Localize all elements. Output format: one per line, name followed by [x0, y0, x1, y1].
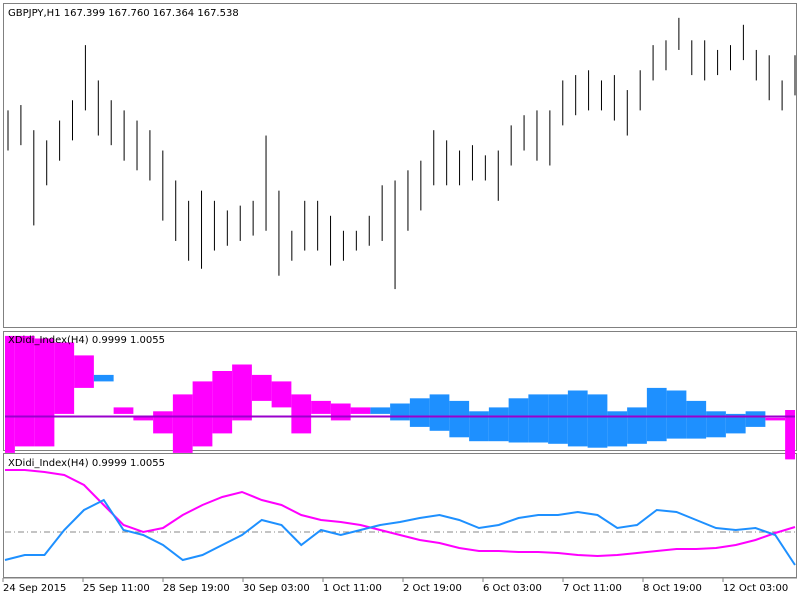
cloud-step [528, 394, 549, 443]
cloud-step [350, 407, 371, 414]
cloud-step [627, 407, 647, 444]
cloud-step [133, 416, 154, 421]
index-line [4, 498, 796, 566]
cloud-step [330, 403, 351, 421]
line-pane [3, 453, 797, 578]
cloud-step [14, 335, 35, 447]
cloud-step [607, 411, 628, 447]
cloud-step [291, 394, 312, 434]
cloud-step [271, 381, 292, 408]
cloud-step [567, 390, 588, 447]
price-pane [3, 3, 797, 328]
cloud-step [429, 394, 450, 431]
cloud-step [390, 403, 410, 421]
cloud-step [508, 398, 529, 443]
cloud-step [34, 338, 55, 447]
cloud-step [666, 390, 687, 439]
x-tick-label: 7 Oct 11:00 [563, 583, 622, 594]
cloud-step [251, 374, 272, 401]
cloud-step [409, 398, 430, 427]
cloud-step [449, 400, 470, 438]
cloud-step [587, 394, 608, 448]
cloud-step [74, 355, 94, 388]
cloud-step [785, 410, 795, 460]
pane-title: GBPJPY,H1 167.399 167.760 167.364 167.53… [8, 8, 239, 19]
cloud-step [153, 411, 173, 434]
cloud-step [765, 417, 786, 421]
cloud-step [5, 335, 15, 453]
cloud-step [172, 394, 193, 453]
cloud-step [370, 407, 391, 414]
cloud-step [54, 342, 75, 414]
pane-title: XDidi_Index(H4) 0.9999 1.0055 [8, 458, 165, 469]
x-tick-label: 25 Sep 11:00 [83, 583, 150, 594]
cloud-step [488, 407, 509, 442]
index-line [5, 469, 796, 558]
cloud-step [232, 364, 252, 421]
x-tick-label: 8 Oct 19:00 [643, 583, 702, 594]
x-tick-label: 6 Oct 03:00 [483, 583, 542, 594]
cloud-step [311, 400, 331, 414]
cloud-step [192, 381, 213, 447]
cloud-step [686, 400, 707, 439]
x-tick-label: 1 Oct 11:00 [323, 583, 382, 594]
cloud-step [93, 374, 114, 382]
x-tick-label: 2 Oct 19:00 [403, 583, 462, 594]
cloud-step [469, 411, 489, 442]
pane-title: XDidi_Index(H4) 0.9999 1.0055 [8, 335, 165, 346]
cloud-step [212, 371, 233, 434]
x-tick-label: 12 Oct 03:00 [723, 583, 788, 594]
cloud-step [725, 413, 746, 434]
x-tick-label: 24 Sep 2015 [3, 583, 66, 594]
cloud-step [745, 411, 766, 427]
x-tick-label: 30 Sep 03:00 [243, 583, 310, 594]
cloud-step [113, 407, 134, 414]
cloud-step [548, 394, 568, 444]
x-tick-label: 28 Sep 19:00 [163, 583, 230, 594]
cloud-step [646, 387, 667, 442]
cloud-step [706, 411, 726, 438]
